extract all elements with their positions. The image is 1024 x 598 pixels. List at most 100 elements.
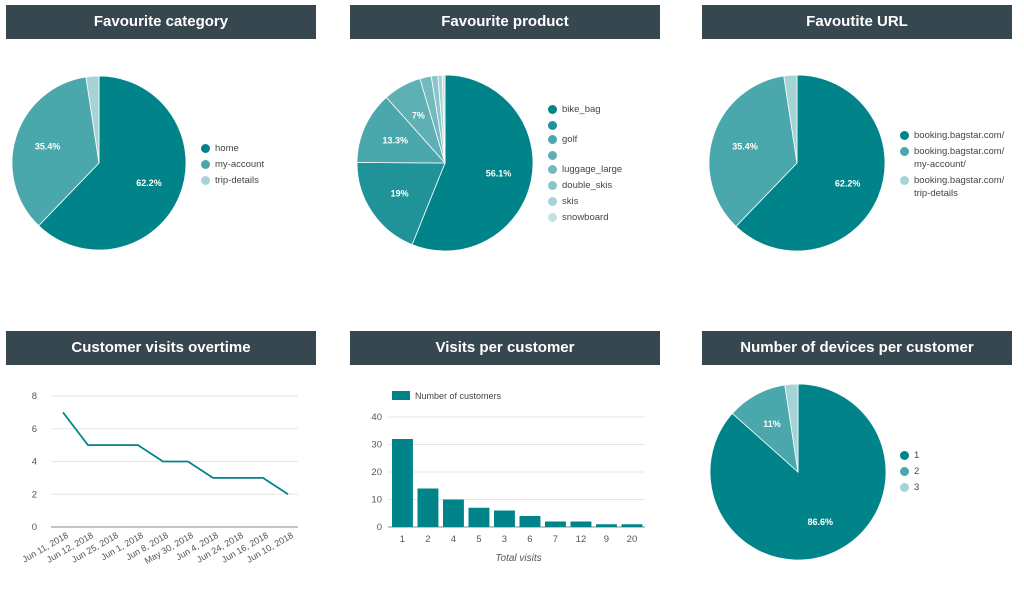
y-tick-label: 0 [377,522,382,533]
y-tick-label: 20 [371,467,382,478]
panel-title-devices: Number of devices per customer [702,331,1012,365]
legend-swatch [548,151,557,160]
legend-swatch [548,165,557,174]
y-tick-label: 6 [32,424,37,435]
x-tick-label: 20 [627,534,638,545]
legend-item[interactable]: luggage_large [548,163,622,176]
panel-favourite-url: Favoutite URL 62.2% 35.4% booking.bagstar… [702,5,1012,290]
legend-item[interactable]: double_skis [548,179,622,192]
bar[interactable] [570,521,592,528]
legend-label: 1 [914,450,920,461]
panel-favourite-category: Favourite category 62.2% 35.4% home my-acc… [6,5,316,290]
pie-slice[interactable] [38,75,187,251]
legend-swatch [900,176,909,185]
pie-slice-label: 19% [391,188,409,198]
legend-item[interactable] [548,119,622,130]
legend-label: 2 [914,466,920,477]
series-line[interactable] [62,411,289,496]
panel-devices-per-customer: Number of devices per customer 86.6% 11% … [702,331,1012,596]
legend-label: 3 [914,482,920,493]
x-tick-label: 5 [476,534,481,545]
legend-category: home my-account trip-details [201,142,264,190]
legend-item[interactable]: skis [548,195,622,208]
pie-slice[interactable] [708,75,798,227]
legend-item[interactable]: 3 [900,481,919,494]
legend-label: home [215,143,239,154]
y-tick-label: 4 [32,457,37,468]
legend-label: booking.bagstar.com/ trip-details [914,175,1005,199]
bar[interactable] [494,510,515,528]
pie-slice[interactable] [735,74,886,252]
pie-slice-label: 11% [763,419,781,429]
legend-swatch [900,467,909,476]
legend-item[interactable] [548,149,622,160]
pie-slice[interactable] [356,96,446,164]
bar[interactable] [621,524,643,527]
legend-label: bike_bag [562,104,601,115]
pie-slice[interactable] [85,75,100,164]
legend-swatch [201,176,210,185]
legend-item[interactable]: my-account [201,158,264,171]
y-tick-label: 0 [32,522,37,533]
bar[interactable] [468,507,490,527]
legend-item[interactable]: 1 [900,449,919,462]
legend-item[interactable]: booking.bagstar.com/ trip-details [900,174,1010,200]
pie-slice[interactable] [441,74,446,164]
panel-visits-per-customer: Visits per customer 0 10 20 30 40 1 2 4 5 3 6 7 12 9 2… [350,331,660,596]
bar[interactable] [596,524,617,527]
pie-slice[interactable] [783,74,798,164]
legend-item[interactable]: bike_bag [548,103,622,116]
x-axis-label: Total visits [495,553,541,564]
legend-swatch [900,451,909,460]
legend-item[interactable]: snowboard [548,211,622,224]
pie-chart-product: 56.1% 19% 13.3% 7% [356,74,534,252]
bar[interactable] [545,521,566,528]
y-tick-label: 8 [32,391,37,402]
legend-url: booking.bagstar.com/booking.bagstar.com/… [900,129,1010,203]
legend-item[interactable]: golf [548,133,622,146]
bar[interactable] [443,499,464,528]
legend-swatch [548,105,557,114]
bar[interactable] [417,488,439,528]
legend-item[interactable]: trip-details [201,174,264,187]
legend-label: skis [562,196,579,207]
pie-chart-category: 62.2% 35.4% [11,75,187,251]
y-tick-label: 10 [371,495,382,506]
legend-swatch [548,121,557,130]
y-tick-label: 30 [371,440,382,451]
pie-chart-devices: 86.6% 11% [709,383,887,561]
pie-slice[interactable] [356,162,446,246]
legend-item[interactable]: home [201,142,264,155]
pie-slice-label: 62.2% [136,178,162,188]
bar[interactable] [392,439,413,527]
legend-label: booking.bagstar.com/ my-account/ [914,146,1005,170]
legend-swatch [548,213,557,222]
legend-swatch [392,391,410,400]
x-tick-label: 6 [527,534,532,545]
legend-item[interactable]: booking.bagstar.com/ [900,129,1010,142]
bar[interactable] [519,516,541,527]
y-tick-label: 2 [32,489,37,500]
legend-swatch [201,144,210,153]
legend-swatch [900,147,909,156]
pie-chart-url: 62.2% 35.4% [708,74,886,252]
y-tick-label: 40 [371,412,382,423]
legend-item[interactable]: booking.bagstar.com/ my-account/ [900,145,1010,171]
legend-label: snowboard [562,212,609,223]
pie-slice[interactable] [784,383,799,473]
pie-slice[interactable] [11,76,100,227]
x-tick-label: 7 [553,534,558,545]
panel-visits-overtime: Customer visits overtime 0 2 4 6 8 Jun 11, 20… [6,331,316,596]
panel-title-visits-per-customer: Visits per customer [350,331,660,365]
pie-slice-label: 35.4% [35,142,61,152]
legend-item[interactable]: 2 [900,465,919,478]
x-tick-label: 2 [425,534,430,545]
panel-title-visits-overtime: Customer visits overtime [6,331,316,365]
pie-slice-label: 35.4% [732,141,758,151]
pie-slice[interactable] [411,74,534,252]
x-tick-label: 4 [451,534,456,545]
legend-swatch [548,181,557,190]
x-tick-label: 3 [502,534,507,545]
panel-title-product: Favourite product [350,5,660,39]
